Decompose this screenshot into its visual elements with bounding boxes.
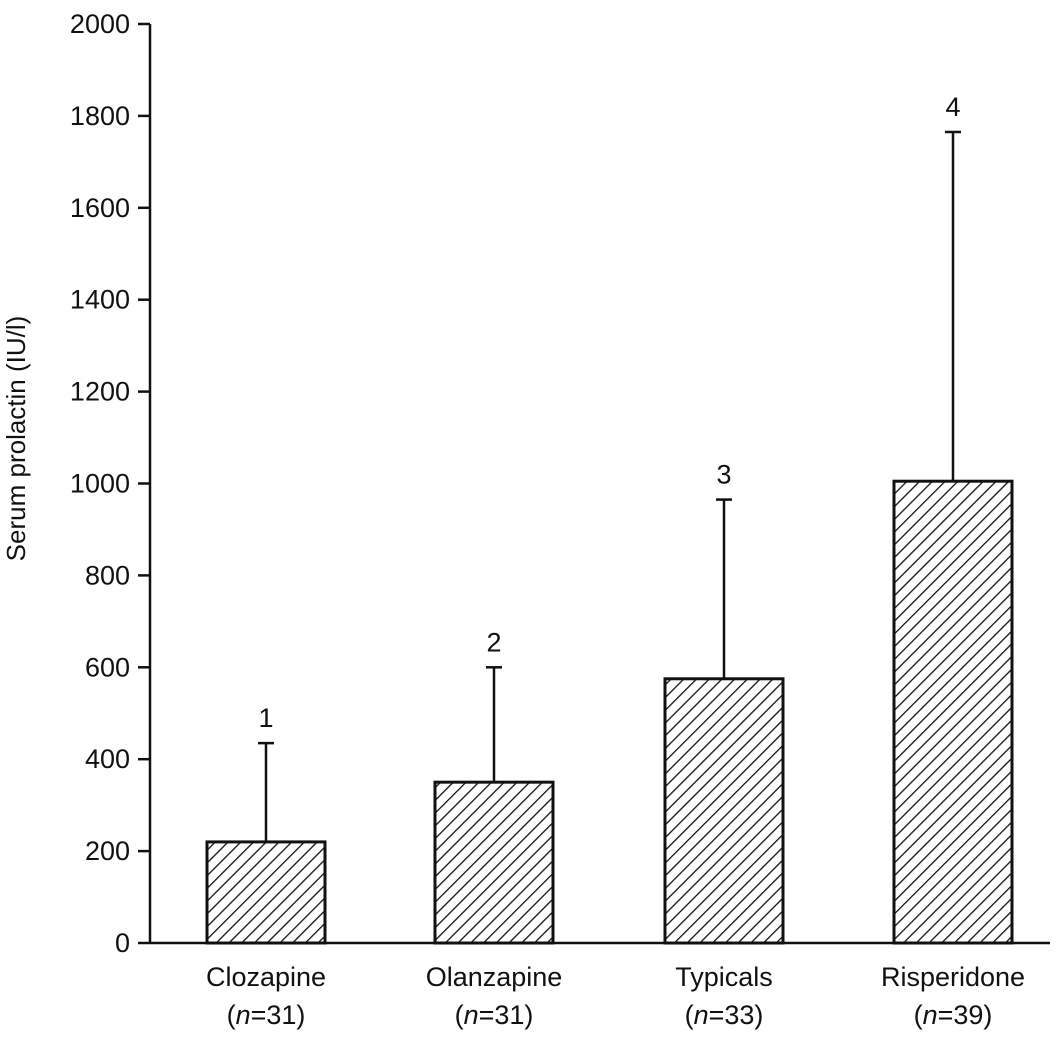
labels: Serum prolactin (IU/l) 1 Clozapine (n=31) 2 O… bbox=[1, 92, 1025, 1030]
y-tick-label: 1400 bbox=[70, 285, 130, 315]
y-tick-label: 1600 bbox=[70, 193, 130, 223]
category-label: Clozapine bbox=[206, 962, 326, 992]
axes: 0 200 400 600 800 1000 1200 1400 1600 1800 2000 bbox=[70, 9, 1050, 958]
y-tick-label: 200 bbox=[85, 836, 130, 866]
bar-annotation: 1 bbox=[258, 703, 273, 733]
y-tick-label: 2000 bbox=[70, 9, 130, 39]
y-axis-label: Serum prolactin (IU/l) bbox=[1, 316, 31, 562]
error-bars bbox=[258, 130, 961, 842]
bar-annotation: 4 bbox=[945, 92, 960, 122]
category-n-label: (n=31) bbox=[227, 1000, 306, 1030]
bar bbox=[205, 840, 327, 945]
y-tick-label: 1200 bbox=[70, 377, 130, 407]
category-label: Typicals bbox=[675, 962, 773, 992]
bar bbox=[663, 677, 785, 945]
y-tick-label: 800 bbox=[85, 560, 130, 590]
category-n-label: (n=31) bbox=[455, 1000, 534, 1030]
y-tick-label: 1000 bbox=[70, 469, 130, 499]
bar bbox=[433, 780, 555, 945]
category-label: Olanzapine bbox=[426, 962, 563, 992]
bar-annotation: 2 bbox=[486, 627, 501, 657]
y-tick-label: 400 bbox=[85, 744, 130, 774]
y-tick-label: 600 bbox=[85, 652, 130, 682]
bars bbox=[205, 479, 1014, 945]
bar-annotation: 3 bbox=[716, 460, 731, 490]
category-n-label: (n=39) bbox=[914, 1000, 993, 1030]
category-label: Risperidone bbox=[881, 962, 1025, 992]
category-n-label: (n=33) bbox=[685, 1000, 764, 1030]
y-tick-label: 1800 bbox=[70, 101, 130, 131]
y-tick-label: 0 bbox=[115, 928, 130, 958]
bar bbox=[892, 479, 1014, 945]
